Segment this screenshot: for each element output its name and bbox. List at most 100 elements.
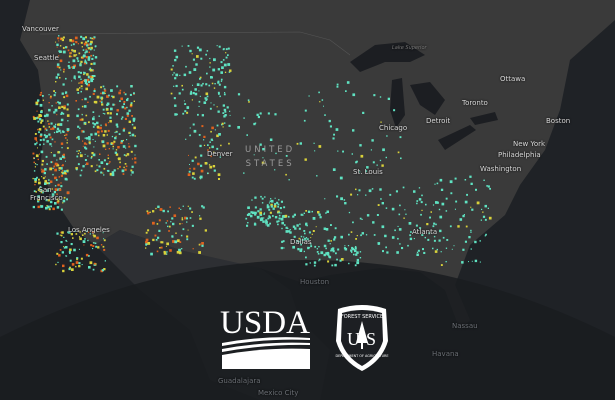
risk-dot	[75, 167, 78, 170]
risk-dot	[105, 148, 107, 150]
risk-dot	[187, 229, 189, 231]
risk-dot	[91, 37, 93, 40]
risk-dot	[305, 256, 307, 259]
risk-dot	[50, 128, 52, 130]
risk-dot	[361, 232, 364, 235]
risk-dot	[371, 188, 374, 190]
risk-dot	[48, 123, 50, 125]
risk-dot	[172, 74, 174, 76]
risk-dot	[36, 176, 38, 179]
risk-dot	[425, 203, 427, 206]
risk-dot	[106, 142, 109, 145]
risk-dot	[66, 240, 68, 242]
risk-dot	[145, 231, 148, 234]
risk-dot	[189, 217, 192, 219]
risk-dot	[86, 44, 89, 47]
risk-dot	[160, 246, 163, 249]
risk-dot	[311, 210, 313, 213]
risk-dot	[54, 92, 57, 94]
risk-dot	[92, 231, 95, 234]
risk-dot	[417, 249, 420, 252]
risk-dot	[85, 41, 88, 44]
risk-dot	[87, 58, 91, 61]
risk-dot	[171, 235, 174, 238]
risk-dot	[79, 154, 83, 158]
risk-dot	[203, 135, 206, 138]
risk-dot	[381, 225, 385, 229]
risk-dot	[254, 206, 257, 209]
risk-dot	[189, 207, 192, 210]
risk-dot	[212, 68, 216, 72]
risk-dot	[223, 93, 226, 96]
risk-dot	[58, 254, 61, 257]
risk-dot	[323, 253, 326, 257]
risk-dot	[89, 95, 91, 98]
risk-dot	[476, 201, 480, 205]
risk-dot	[403, 217, 405, 219]
risk-dot	[173, 97, 176, 100]
risk-dot	[243, 172, 245, 174]
risk-dot	[85, 62, 88, 65]
risk-dot	[454, 208, 456, 210]
risk-dot	[37, 99, 40, 102]
risk-dot	[188, 170, 191, 173]
risk-dot	[216, 147, 219, 150]
risk-dot	[125, 154, 128, 157]
risk-dot	[210, 155, 212, 158]
risk-dot	[199, 144, 202, 148]
risk-dot	[229, 114, 231, 116]
risk-dot	[325, 247, 327, 250]
risk-dot	[312, 217, 316, 220]
city-label: Seattle	[34, 54, 59, 62]
border-line	[39, 31, 351, 56]
risk-dot	[78, 262, 81, 265]
risk-dot	[40, 150, 44, 154]
risk-dot	[65, 173, 67, 175]
risk-dot	[365, 170, 368, 173]
risk-dot	[39, 134, 43, 138]
risk-dot	[102, 172, 104, 174]
risk-dot	[80, 63, 82, 65]
risk-dot	[72, 237, 74, 239]
lake-superior	[350, 42, 425, 72]
risk-dot	[314, 245, 317, 248]
risk-dot	[276, 201, 279, 204]
risk-dot	[80, 60, 83, 63]
risk-dot	[359, 257, 362, 259]
risk-dot	[92, 139, 94, 141]
risk-dot	[57, 101, 59, 103]
risk-dot	[100, 101, 103, 104]
risk-dot	[243, 117, 245, 119]
risk-dot	[377, 242, 381, 245]
risk-dot	[484, 218, 487, 221]
risk-dot	[71, 268, 74, 271]
risk-dot	[101, 140, 105, 144]
risk-dot	[250, 214, 253, 218]
risk-dot	[352, 129, 355, 132]
risk-dot	[434, 183, 436, 185]
risk-dot	[300, 235, 303, 238]
risk-dot	[85, 253, 89, 257]
risk-dot	[280, 212, 282, 214]
risk-dot	[268, 202, 270, 204]
risk-dot	[191, 99, 193, 101]
risk-dot	[436, 182, 439, 185]
risk-dot	[220, 144, 222, 147]
risk-dot	[198, 90, 200, 92]
risk-dot	[351, 251, 353, 253]
risk-dot	[281, 221, 284, 225]
risk-dot	[185, 65, 187, 68]
risk-dot	[79, 63, 82, 67]
risk-dot	[184, 103, 187, 105]
risk-dot	[92, 70, 95, 72]
risk-dot	[87, 56, 91, 59]
risk-dot	[37, 120, 40, 123]
risk-dot	[114, 136, 117, 140]
risk-dot	[145, 240, 148, 244]
risk-dot	[373, 234, 376, 236]
risk-dot	[59, 249, 62, 251]
risk-dot	[93, 116, 95, 118]
risk-dot	[36, 116, 39, 119]
risk-dot	[62, 264, 65, 268]
